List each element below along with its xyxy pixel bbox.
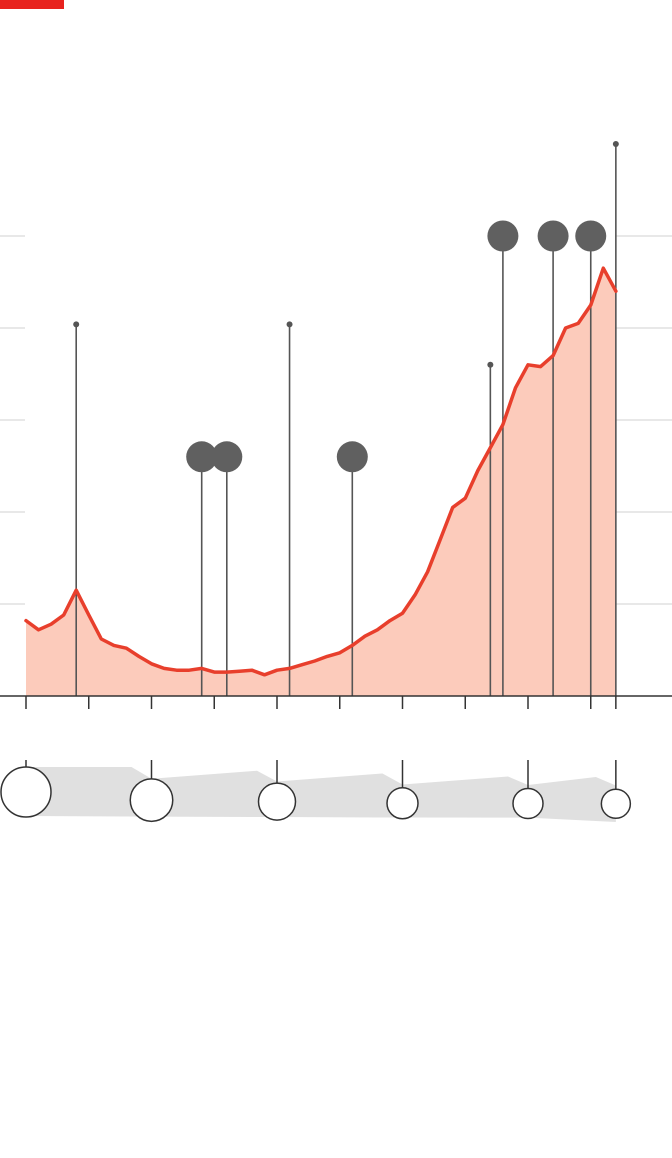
- timeline-circle-0: [0, 766, 52, 818]
- series-line: [24, 266, 618, 677]
- event-dot-6: [487, 220, 519, 252]
- timeline-circle-1: [129, 778, 174, 823]
- accent-bar: [0, 0, 64, 9]
- event-dot-1: [186, 441, 218, 473]
- event-pin-3: [286, 321, 293, 328]
- timeline-circle-4: [512, 787, 544, 820]
- event-pin-5: [487, 361, 494, 368]
- event-dot-2: [211, 441, 243, 473]
- timeline-circle-5: [600, 788, 632, 820]
- event-pin-0: [73, 321, 80, 328]
- area-fill: [26, 268, 616, 696]
- event-dot-8: [575, 220, 607, 252]
- timeline-circle-3: [386, 786, 419, 820]
- event-pin-9: [612, 141, 619, 147]
- timeline-circle-2: [257, 782, 297, 821]
- event-dot-4: [336, 441, 368, 473]
- size-ribbon: [26, 767, 616, 822]
- event-dot-7: [537, 220, 569, 252]
